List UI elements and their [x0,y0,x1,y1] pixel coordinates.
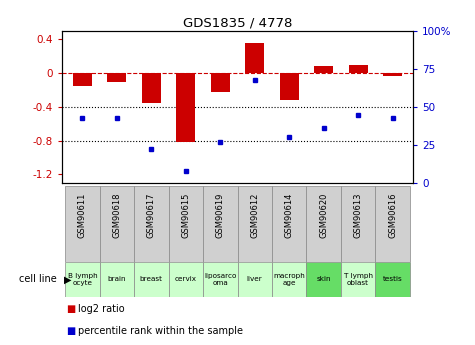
Bar [65,262,100,297]
Text: GSM90616: GSM90616 [388,193,397,238]
Bar [176,73,195,142]
Bar [238,186,272,262]
Bar [142,73,161,103]
Text: GSM90614: GSM90614 [285,193,294,238]
Text: brain: brain [108,276,126,283]
Text: breast: breast [140,276,163,283]
Bar [306,262,341,297]
Text: GSM90620: GSM90620 [319,193,328,238]
Bar [375,262,410,297]
Text: ■: ■ [66,304,76,314]
Text: liposarco
oma: liposarco oma [204,273,237,286]
Text: macroph
age: macroph age [273,273,305,286]
Text: GSM90617: GSM90617 [147,193,156,238]
Bar [245,43,264,73]
Text: testis: testis [383,276,402,283]
Bar [272,186,306,262]
Text: percentile rank within the sample: percentile rank within the sample [78,326,243,335]
Bar [65,186,100,262]
Bar [349,65,368,73]
Text: GSM90619: GSM90619 [216,193,225,238]
Bar [134,262,169,297]
Bar [383,73,402,76]
Bar [375,186,410,262]
Text: B lymph
ocyte: B lymph ocyte [67,273,97,286]
Text: cell line: cell line [19,275,57,284]
Text: liver: liver [247,276,263,283]
Bar [107,73,126,82]
Title: GDS1835 / 4778: GDS1835 / 4778 [183,17,292,30]
Bar [169,262,203,297]
Bar [272,262,306,297]
Bar [238,262,272,297]
Text: GSM90611: GSM90611 [78,193,87,238]
Bar [100,262,134,297]
Bar [73,73,92,86]
Text: GSM90612: GSM90612 [250,193,259,238]
Bar [306,186,341,262]
Text: GSM90618: GSM90618 [113,193,122,238]
Bar [169,186,203,262]
Bar [314,66,333,73]
Bar [211,73,230,92]
Text: T lymph
oblast: T lymph oblast [343,273,372,286]
Bar [280,73,299,100]
Bar [341,186,375,262]
Bar [203,262,238,297]
Text: ▶: ▶ [64,275,72,284]
Text: GSM90613: GSM90613 [353,193,362,238]
Bar [341,262,375,297]
Text: log2 ratio: log2 ratio [78,304,125,314]
Bar [100,186,134,262]
Text: cervix: cervix [175,276,197,283]
Bar [203,186,238,262]
Bar [134,186,169,262]
Text: ■: ■ [66,326,76,335]
Text: skin: skin [316,276,331,283]
Text: GSM90615: GSM90615 [181,193,190,238]
